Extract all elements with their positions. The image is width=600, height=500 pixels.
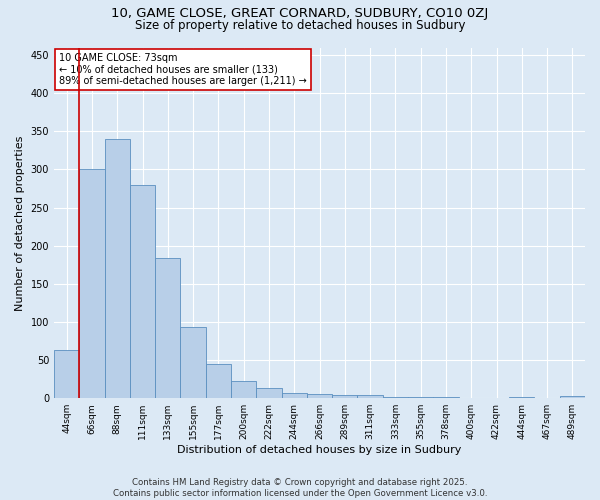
- Bar: [104, 139, 130, 398]
- Bar: [130, 186, 155, 398]
- Bar: [332, 395, 358, 398]
- Bar: [54, 350, 79, 398]
- Bar: [231, 380, 256, 398]
- Bar: [307, 394, 332, 398]
- Bar: [256, 388, 281, 398]
- Text: 10, GAME CLOSE, GREAT CORNARD, SUDBURY, CO10 0ZJ: 10, GAME CLOSE, GREAT CORNARD, SUDBURY, …: [112, 8, 488, 20]
- Bar: [181, 328, 206, 398]
- Bar: [358, 395, 383, 398]
- Text: Size of property relative to detached houses in Sudbury: Size of property relative to detached ho…: [135, 19, 465, 32]
- Bar: [206, 364, 231, 398]
- Text: 10 GAME CLOSE: 73sqm
← 10% of detached houses are smaller (133)
89% of semi-deta: 10 GAME CLOSE: 73sqm ← 10% of detached h…: [59, 53, 307, 86]
- Bar: [560, 396, 585, 398]
- Bar: [155, 258, 181, 398]
- Y-axis label: Number of detached properties: Number of detached properties: [15, 135, 25, 310]
- Bar: [281, 393, 307, 398]
- Bar: [79, 168, 104, 398]
- Text: Contains HM Land Registry data © Crown copyright and database right 2025.
Contai: Contains HM Land Registry data © Crown c…: [113, 478, 487, 498]
- Bar: [408, 396, 433, 398]
- X-axis label: Distribution of detached houses by size in Sudbury: Distribution of detached houses by size …: [178, 445, 462, 455]
